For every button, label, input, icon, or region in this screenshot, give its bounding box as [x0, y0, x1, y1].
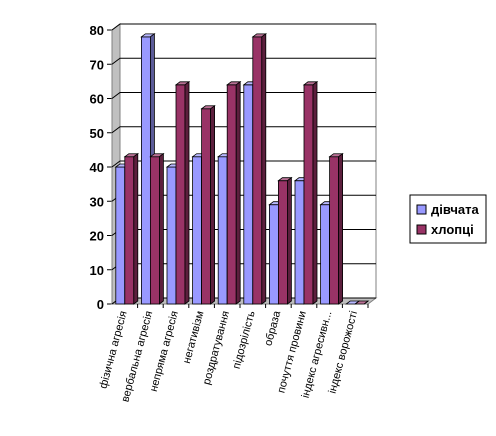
x-category-label: підозрілість — [231, 309, 258, 370]
plot-area — [110, 23, 378, 305]
gridline — [111, 57, 376, 65]
bar-front — [277, 180, 288, 305]
bar-front — [329, 156, 340, 305]
legend-label: дівчата — [431, 202, 480, 217]
bar-front — [294, 180, 305, 305]
bar-side — [312, 81, 318, 305]
bar-side — [363, 300, 369, 305]
legend-swatch — [416, 224, 427, 235]
bar-front — [226, 84, 237, 305]
bar-front — [124, 156, 135, 305]
bar — [200, 104, 216, 305]
bar — [302, 81, 319, 305]
bar-side — [286, 176, 292, 305]
x-category-label: образа — [262, 309, 283, 347]
legend-box — [409, 194, 487, 244]
bar-side — [133, 152, 139, 305]
y-tick-label: 40 — [90, 160, 104, 175]
bar-side — [158, 152, 164, 305]
gridline — [111, 160, 376, 168]
bar — [328, 152, 344, 305]
bar-front — [140, 36, 151, 305]
x-category-label: негативізм — [181, 310, 207, 365]
bar — [123, 152, 140, 305]
bar-side — [235, 81, 241, 305]
y-tick-label: 80 — [90, 23, 104, 38]
bar-front — [252, 36, 263, 305]
y-tick-label: 10 — [90, 263, 104, 278]
bar-front — [201, 108, 212, 305]
bar — [225, 81, 242, 305]
bar-front — [192, 156, 203, 305]
bar — [354, 300, 370, 305]
bar-front — [115, 166, 126, 305]
bar-front — [166, 166, 177, 305]
bar-front — [175, 84, 186, 305]
legend-swatch — [416, 204, 427, 215]
y-tick-label: 30 — [90, 194, 104, 209]
bar-side — [184, 81, 190, 305]
bar-front — [320, 204, 331, 305]
y-tick-label: 0 — [97, 297, 104, 312]
bar-front — [243, 84, 254, 305]
legend-label: хлопці — [431, 222, 474, 237]
y-tick-label: 50 — [90, 126, 104, 141]
bar-front — [217, 156, 228, 305]
y-tick-label: 60 — [90, 92, 104, 107]
bar-side — [261, 33, 267, 305]
bar-front — [268, 204, 279, 305]
bar — [174, 81, 191, 305]
legend: дівчата хлопці — [409, 194, 487, 244]
bar-front — [149, 156, 160, 305]
bar-front — [303, 84, 314, 305]
y-tick-label: 20 — [90, 229, 104, 244]
bar-side — [210, 104, 216, 305]
gridline — [111, 23, 376, 31]
y-tick-label: 70 — [90, 57, 104, 72]
x-category-label: роздратування — [201, 310, 232, 386]
gridline — [111, 92, 376, 99]
bar — [251, 33, 267, 305]
bar — [277, 176, 293, 305]
gridline — [111, 126, 376, 134]
bar-side — [338, 152, 344, 305]
bar — [149, 152, 165, 305]
